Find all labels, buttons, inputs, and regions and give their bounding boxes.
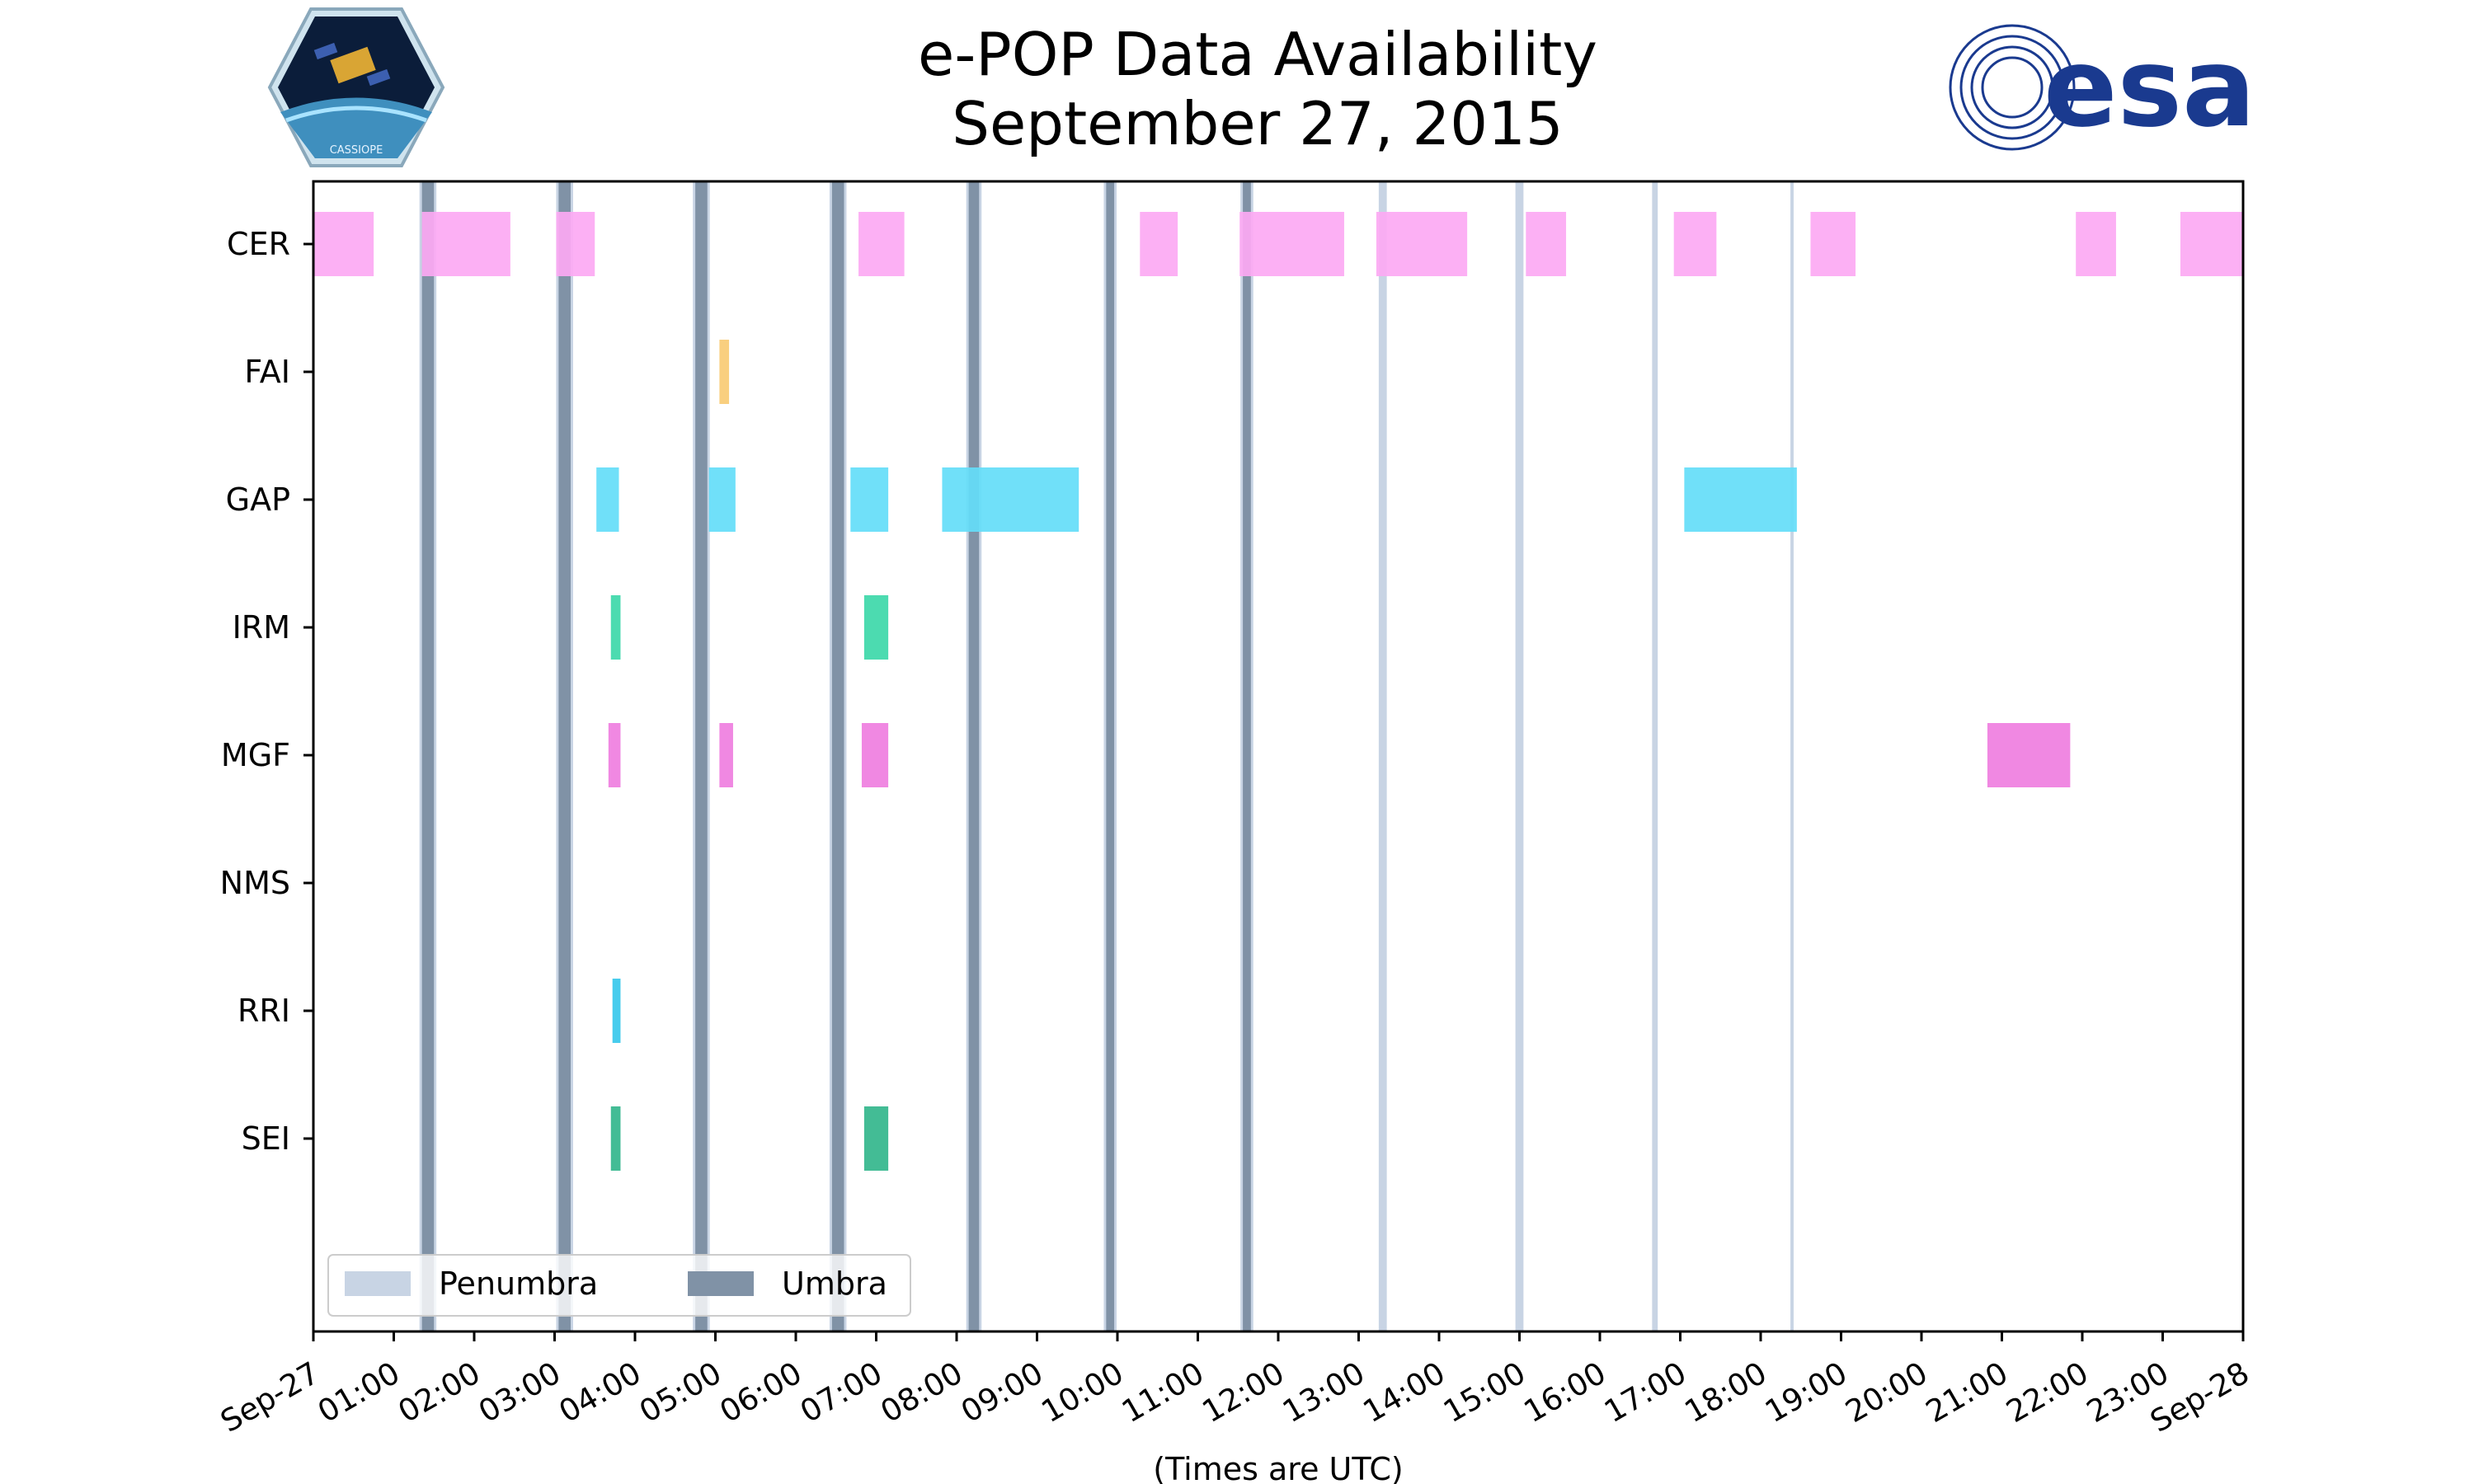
bar-cer-7 [1526,212,1567,276]
y-tick-label-gap: GAP [226,481,290,518]
x-tick-label-21: 21:00 [1920,1355,2014,1430]
x-tick-label-0: Sep-27 [214,1355,325,1439]
y-tick-label-rri: RRI [238,993,290,1029]
bar-gap-2 [850,467,889,532]
x-tick-label-19: 19:00 [1759,1355,1853,1430]
bar-rri-0 [612,979,621,1043]
umbra-band-5 [1106,181,1115,1331]
bar-gap-1 [708,467,736,532]
bar-mgf-3 [1987,723,2071,787]
bar-gap-4 [1684,467,1797,532]
bar-cer-8 [1673,212,1717,276]
legend-label-umbra: Umbra [782,1266,887,1302]
y-tick-label-irm: IRM [233,609,290,646]
x-tick-label-14: 14:00 [1357,1355,1451,1430]
bar-sei-1 [863,1106,889,1171]
chart-title-line-2: September 27, 2015 [952,89,1564,158]
y-tick-label-nms: NMS [220,865,290,901]
y-tick-label-sei: SEI [242,1120,290,1157]
bar-sei-0 [610,1106,621,1171]
umbra-band-3 [831,181,844,1331]
penumbra-band-9 [1652,181,1658,1331]
data-bar-layer [313,212,2243,1171]
legend-label-penumbra: Penumbra [439,1266,598,1302]
x-axis-label: (Times are UTC) [1153,1451,1403,1484]
umbra-band-4 [968,181,980,1331]
cassiope-logo: CASSIOPE [267,7,445,167]
esa-logo: esa [1949,24,2255,152]
chart-title-line-1: e-POP Data Availability [918,20,1597,89]
y-axis: CER FAI GAP IRM MGF NMS RRI SEI [220,226,313,1157]
x-tick-label-2: 02:00 [393,1355,487,1430]
bar-cer-5 [1239,212,1344,276]
x-tick-label-17: 17:00 [1598,1355,1692,1430]
satellite-icon [330,46,376,84]
x-tick-label-3: 03:00 [473,1355,567,1430]
x-tick-label-8: 08:00 [875,1355,969,1430]
x-tick-label-7: 07:00 [794,1355,888,1430]
x-tick-label-1: 01:00 [312,1355,406,1430]
penumbra-band-10 [1790,181,1794,1331]
legend-frame [327,1254,911,1317]
x-axis: Sep-2701:0002:0003:0004:0005:0006:0007:0… [214,1331,2255,1439]
x-tick-label-10: 10:00 [1036,1355,1130,1430]
umbra-band-2 [695,181,708,1331]
x-tick-label-11: 11:00 [1116,1355,1210,1430]
y-tick-label-fai: FAI [244,354,290,390]
bar-cer-9 [1810,212,1856,276]
bar-irm-extra-0 [863,595,889,660]
penumbra-band-7 [1378,181,1387,1331]
x-tick-label-5: 05:00 [633,1355,727,1430]
penumbra-band-8 [1515,181,1524,1331]
esa-logo-text: esa [2044,25,2255,152]
bar-cer-3 [858,212,905,276]
plot-frame [312,180,2245,1333]
y-tick-label-cer: CER [227,226,290,262]
x-tick-label-20: 20:00 [1840,1355,1934,1430]
bar-gap-3 [942,467,1079,532]
cassiope-logo-text: CASSIOPE [330,144,383,157]
umbra-band-6 [1243,181,1251,1331]
bar-mgf-2 [861,723,889,787]
bar-gap-0 [596,467,619,532]
bar-fai-0 [719,340,730,404]
legend: Penumbra Umbra [327,1254,911,1317]
x-tick-label-6: 06:00 [714,1355,808,1430]
bar-cer-0 [313,212,374,276]
x-tick-label-16: 16:00 [1518,1355,1612,1430]
bar-cer-6 [1376,212,1468,276]
x-tick-label-15: 15:00 [1437,1355,1531,1430]
legend-swatch-penumbra [345,1271,411,1296]
esa-logo-swirl [1949,24,2076,151]
bar-cer-4 [1140,212,1178,276]
shadow-band-layer [419,181,1794,1331]
bar-cer-11 [2180,212,2243,276]
x-tick-label-22: 22:00 [2001,1355,2095,1430]
x-tick-label-12: 12:00 [1197,1355,1291,1430]
x-tick-label-9: 09:00 [955,1355,1049,1430]
x-tick-label-13: 13:00 [1277,1355,1371,1430]
umbra-band-1 [558,181,571,1331]
legend-swatch-umbra [688,1271,754,1296]
bar-cer-10 [2076,212,2116,276]
x-tick-label-4: 04:00 [553,1355,647,1430]
bar-cer-2 [556,212,595,276]
bar-mgf-0 [608,723,621,787]
bar-cer-1 [421,212,510,276]
y-tick-label-mgf: MGF [221,737,290,773]
umbra-band-0 [421,181,435,1331]
bar-irm-0 [610,595,621,660]
bar-mgf-1 [719,723,733,787]
x-tick-label-18: 18:00 [1679,1355,1773,1430]
